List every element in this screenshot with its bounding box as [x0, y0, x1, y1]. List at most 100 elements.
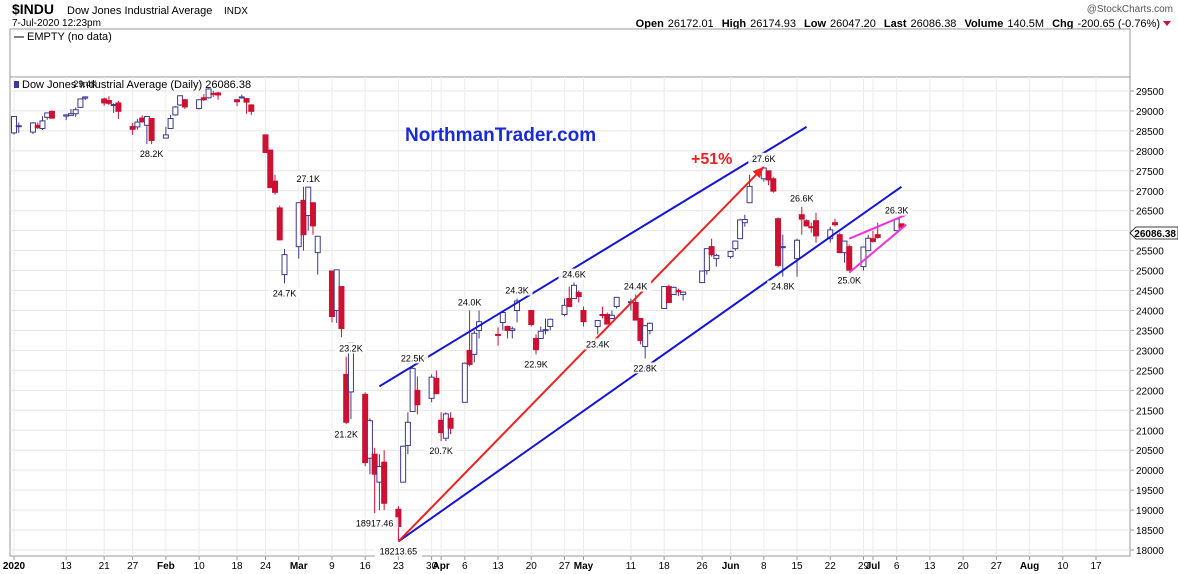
candle [865, 234, 872, 252]
candle-body [528, 310, 535, 325]
candle-body [542, 329, 549, 332]
candle-body [404, 421, 411, 446]
candle-body [447, 417, 454, 429]
candle-body [831, 222, 838, 226]
candle [105, 96, 112, 105]
candle-body [381, 461, 388, 504]
candle-body [48, 110, 55, 119]
y-tick-label: 27500 [1136, 167, 1164, 178]
y-tick-label: 18000 [1136, 546, 1164, 557]
candle-body [466, 349, 473, 365]
candle-body [400, 445, 407, 483]
candle-body [495, 333, 502, 336]
x-tick-label: 2020 [3, 561, 26, 572]
candle [262, 134, 269, 153]
candle [11, 116, 17, 135]
candle [234, 98, 241, 107]
value-label: 24.0K [454, 296, 486, 308]
candle [134, 118, 141, 130]
candle-body [300, 199, 307, 236]
candle [129, 122, 136, 135]
candle [537, 326, 544, 339]
x-tick-label: Mar [290, 561, 308, 572]
candle-body [115, 102, 122, 112]
value-label-bg [767, 280, 799, 292]
gain-arrow-line [397, 166, 765, 543]
value-label-bg [582, 338, 614, 350]
x-tick-label: May [574, 561, 594, 572]
candle [613, 296, 620, 309]
candle-body [794, 239, 801, 260]
value-label: 26.6K [786, 192, 818, 204]
y-tick-label: 26500 [1136, 207, 1164, 218]
candle [276, 205, 283, 241]
x-tick-label: 10 [194, 561, 206, 572]
candle-body [547, 318, 554, 327]
x-tick-label: 29 [858, 561, 870, 572]
candle [746, 174, 753, 204]
value-label-bg [397, 352, 429, 364]
candle-body [414, 389, 421, 406]
last-price-value: 26086.38 [1134, 229, 1176, 240]
candle-body [770, 178, 777, 192]
candle-body [181, 99, 188, 108]
value-label-bg [136, 148, 168, 160]
value-label-bg [620, 280, 652, 292]
value-label: 23.2K [335, 342, 367, 354]
value-label-text: 26.6K [790, 194, 814, 204]
candle-body [281, 254, 288, 276]
candle-body [276, 207, 283, 241]
candle-body [775, 218, 782, 266]
candle [243, 98, 250, 114]
candle [343, 356, 350, 425]
candle-body [566, 298, 573, 308]
upper-panel [9, 28, 1131, 78]
candle-body [67, 113, 74, 116]
candle [461, 362, 468, 403]
x-tick-label: Feb [157, 561, 175, 572]
value-label-bg [501, 284, 533, 296]
candle [39, 116, 46, 131]
value-label: 24.3K [501, 284, 533, 296]
candle-body [727, 250, 734, 258]
candle [272, 174, 279, 195]
x-tick-label: 26 [697, 561, 709, 572]
x-tick-label: Aug [1020, 561, 1039, 572]
candle-body [82, 96, 89, 99]
candle [414, 376, 421, 415]
candle-body [148, 118, 155, 141]
candle [775, 217, 782, 268]
candle-legend-icon [14, 81, 19, 88]
candle [466, 310, 473, 367]
candle [314, 235, 321, 275]
x-tick-label: 16 [360, 561, 372, 572]
x-tick-label: 30 [426, 561, 438, 572]
candle [646, 322, 653, 335]
candle [575, 290, 582, 303]
channel-line [378, 126, 808, 388]
candle-body [642, 325, 649, 347]
candle-body [604, 314, 611, 325]
symbol-name: Dow Jones Industrial Average [67, 5, 212, 17]
candle-body [167, 118, 174, 129]
candle [404, 412, 411, 455]
value-label: 21.2K [330, 428, 362, 440]
candle [708, 238, 715, 257]
candle-body [874, 234, 881, 238]
value-label: 20.7K [425, 445, 457, 457]
value-label: 24.4K [620, 280, 652, 292]
gain-label: +51% [691, 151, 732, 168]
copyright: @StockCharts.com [1087, 4, 1173, 15]
candle-body [11, 116, 17, 134]
value-label-bg [69, 77, 101, 89]
candle-body [77, 98, 84, 108]
candle-body [514, 300, 521, 312]
candle [727, 250, 734, 259]
value-labels: 29.4K 28.2K 27.1K 24.7K 23.2K 21.2K 18917.46 18… [69, 77, 913, 557]
candle-body [262, 134, 269, 153]
candle-body [72, 109, 79, 115]
candle [215, 91, 222, 100]
value-label-bg [786, 192, 818, 204]
y-tick-label: 23000 [1136, 346, 1164, 357]
